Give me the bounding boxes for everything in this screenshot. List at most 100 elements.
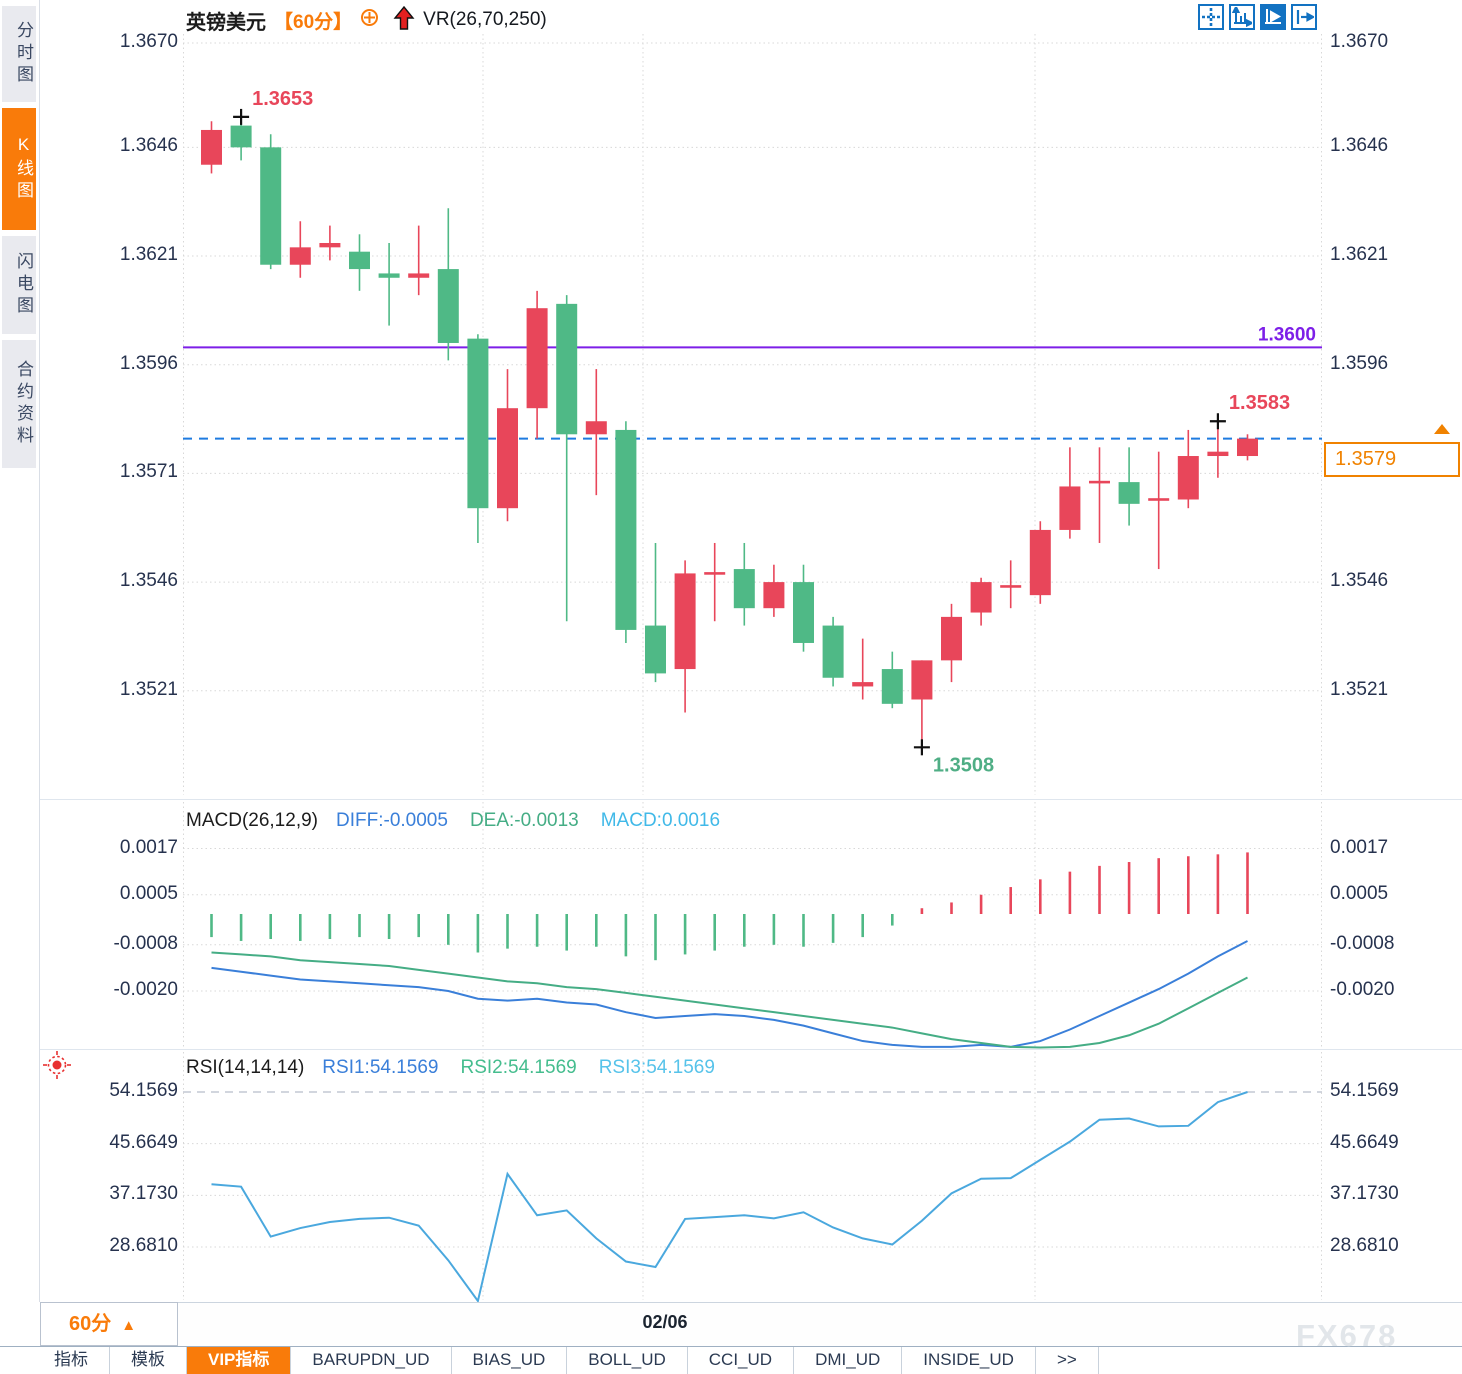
candle-19: [733, 542, 755, 626]
candle-17: [674, 560, 696, 713]
candle-36: [1237, 434, 1258, 461]
macd-chart[interactable]: [183, 800, 1324, 1049]
y-axis-label: -0.0008: [113, 932, 178, 954]
indicator-readout: RSI3:54.1569: [598, 1057, 715, 1078]
x-axis-date-label: 02/06: [642, 1312, 688, 1332]
y-axis-label: 28.6810: [109, 1235, 178, 1257]
candle-18: [704, 542, 726, 622]
y-axis-label: 45.6649: [109, 1131, 178, 1153]
svg-text:1.3653: 1.3653: [252, 88, 313, 110]
auto-follow-icon[interactable]: [1260, 4, 1286, 30]
tab-10[interactable]: >>: [1036, 1347, 1099, 1374]
y-axis-label: 1.3546: [1330, 570, 1389, 592]
panel-separator: [40, 799, 1462, 800]
tab-6[interactable]: BOLL_UD: [567, 1347, 688, 1374]
y-axis-label: 1.3646: [119, 135, 178, 157]
candle-25: [911, 660, 933, 748]
indicator-readout: DEA:-0.0013: [469, 810, 579, 831]
y-axis-label: -0.0020: [113, 979, 178, 1000]
candle-23: [852, 638, 874, 700]
macd-params: MACD(26,12,9): [186, 810, 318, 831]
chart-toolbar: [1198, 4, 1317, 30]
candlestick-chart[interactable]: 1.3600 1.3653 1.3508 1.3583: [183, 0, 1324, 799]
candle-22: [822, 616, 844, 687]
y-axis-label: 1.3521: [119, 678, 178, 700]
candle-15: [615, 421, 637, 643]
candle-29: [1029, 521, 1051, 604]
candle-6: [349, 234, 370, 291]
candle-3: [260, 134, 282, 270]
low-marker: 1.3508: [913, 739, 994, 776]
y-axis-label: 1.3670: [119, 31, 178, 52]
circle-plus-icon[interactable]: [360, 8, 379, 32]
candle-33: [1148, 451, 1170, 570]
candle-13: [556, 295, 578, 622]
vr-indicator-label: VR(26,70,250): [423, 9, 547, 30]
y-axis-label: 45.6649: [1330, 1131, 1399, 1153]
sidebar-item-1[interactable]: 分时图: [2, 6, 36, 102]
sun-indicator-icon[interactable]: [42, 1050, 72, 1085]
y-axis-label: -0.0020: [1330, 979, 1395, 1000]
candle-24: [881, 651, 903, 709]
svg-text:1.3583: 1.3583: [1229, 392, 1290, 414]
candle-30: [1059, 447, 1081, 539]
high-marker: 1.3653: [233, 88, 313, 125]
candle-12: [526, 290, 548, 439]
candle-7: [378, 242, 400, 326]
y-axis-label: 54.1569: [109, 1080, 178, 1101]
tab-1[interactable]: 指标: [33, 1347, 110, 1374]
period-selector-button[interactable]: 60分 ▲: [40, 1302, 178, 1346]
y-axis-label: -0.0008: [1330, 932, 1395, 954]
candle-32: [1118, 447, 1140, 526]
indicator-readout: MACD:0.0016: [600, 810, 721, 831]
tab-3[interactable]: VIP指标: [187, 1347, 292, 1374]
rsi-chart[interactable]: [183, 1050, 1324, 1302]
candle-35: [1207, 421, 1229, 478]
sidebar-item-2[interactable]: K线图: [2, 108, 36, 230]
candle-26: [941, 603, 962, 683]
period-label: 【60分】: [274, 11, 353, 33]
y-axis-label: 1.3670: [1330, 31, 1389, 52]
tab-4[interactable]: BARUPDN_UD: [291, 1347, 452, 1374]
tab-8[interactable]: DMI_UD: [794, 1347, 903, 1374]
y-axis-label: 1.3596: [119, 352, 178, 374]
chart-header: 英镑美元 【60分】 VR(26,70,250): [186, 5, 547, 34]
candle-21: [793, 564, 814, 652]
sidebar-item-4[interactable]: 合约资料: [2, 340, 36, 468]
candle-10: [467, 334, 489, 543]
macd-header: MACD(26,12,9) DIFF:-0.0005 DEA:-0.0013 MAC…: [186, 810, 742, 832]
diff-line: [211, 940, 1248, 1048]
indicator-readout: DIFF:-0.0005: [336, 810, 448, 831]
candle-4: [289, 221, 311, 278]
current-price-tag: 1.3579: [1324, 442, 1460, 477]
x-axis-strip: [178, 1302, 1462, 1346]
y-axis-label: 1.3621: [119, 244, 178, 266]
y-axis-label: 0.0017: [119, 836, 178, 858]
symbol-title: 英镑美元: [186, 11, 266, 34]
macd-readouts: DIFF:-0.0005 DEA:-0.0013 MACD:0.0016: [336, 810, 742, 832]
go-to-latest-icon[interactable]: [1291, 4, 1317, 30]
candle-9: [437, 208, 459, 361]
indicator-tabbar: 指标 模板 VIP指标 BARUPDN_UD BIAS_UD BOLL_UD CCI_UD D…: [0, 1346, 1462, 1374]
panel-separator: [40, 1049, 1462, 1050]
tab-5[interactable]: BIAS_UD: [452, 1347, 568, 1374]
tab-7[interactable]: CCI_UD: [688, 1347, 795, 1374]
axis-range-icon[interactable]: [1229, 4, 1255, 30]
indicator-readout: RSI1:54.1569: [322, 1057, 439, 1078]
y-axis-label: 1.3596: [1330, 352, 1389, 374]
sidebar: 分时图 K线图闪电图合约资料: [0, 0, 40, 1302]
dea-line: [211, 951, 1248, 1049]
candle-27: [970, 577, 992, 626]
orange-up-triangle-icon: [1434, 424, 1450, 434]
tab-2[interactable]: 模板: [110, 1347, 187, 1374]
tab-9[interactable]: INSIDE_UD: [902, 1347, 1036, 1374]
candle-8: [408, 225, 430, 296]
svg-text:1.3508: 1.3508: [933, 754, 994, 776]
watermark: FX678: [1296, 1318, 1398, 1353]
candle-11: [497, 369, 518, 522]
pan-crosshair-icon[interactable]: [1198, 4, 1224, 30]
y-axis-label: 0.0005: [119, 882, 178, 904]
candle-34: [1177, 429, 1199, 509]
sidebar-item-3[interactable]: 闪电图: [2, 236, 36, 334]
